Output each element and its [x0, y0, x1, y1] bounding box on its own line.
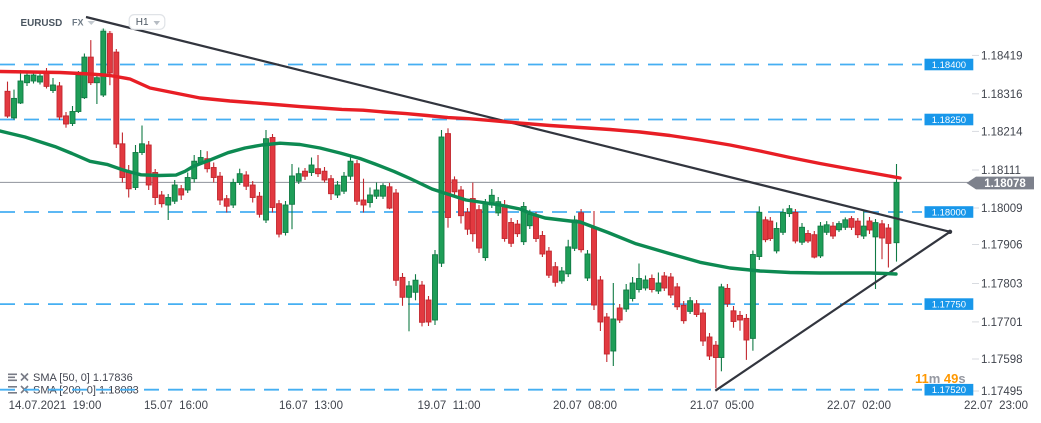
svg-text:1.17906: 1.17906 — [981, 240, 1023, 252]
svg-text:22.07 23:00: 22.07 23:00 — [964, 400, 1028, 412]
svg-text:1.18316: 1.18316 — [981, 89, 1023, 101]
svg-text:20.07 08:00: 20.07 08:00 — [553, 400, 617, 412]
svg-text:22.07 02:00: 22.07 02:00 — [827, 400, 891, 412]
svg-text:FX: FX — [72, 18, 84, 28]
svg-text:1.18400: 1.18400 — [932, 60, 966, 71]
svg-text:SMA [50, 0] 1.17836: SMA [50, 0] 1.17836 — [33, 372, 133, 384]
svg-text:1.18000: 1.18000 — [932, 207, 966, 218]
svg-text:11m 49s: 11m 49s — [915, 371, 966, 386]
svg-text:1.17520: 1.17520 — [932, 385, 966, 396]
svg-text:16.07 13:00: 16.07 13:00 — [279, 400, 343, 412]
svg-text:H1: H1 — [136, 17, 149, 28]
svg-text:1.17803: 1.17803 — [981, 279, 1023, 291]
svg-text:1.17750: 1.17750 — [932, 300, 966, 311]
svg-text:19.07 11:00: 19.07 11:00 — [417, 400, 480, 412]
svg-text:1.17495: 1.17495 — [981, 386, 1023, 398]
svg-text:1.17701: 1.17701 — [981, 317, 1023, 329]
svg-text:1.18078: 1.18078 — [984, 178, 1026, 190]
svg-text:1.18009: 1.18009 — [981, 203, 1023, 215]
svg-text:EURUSD: EURUSD — [21, 18, 63, 29]
svg-text:1.18111: 1.18111 — [981, 165, 1021, 177]
svg-text:1.18419: 1.18419 — [981, 50, 1023, 62]
svg-text:21.07 05:00: 21.07 05:00 — [690, 400, 754, 412]
svg-text:15.07 16:00: 15.07 16:00 — [144, 400, 208, 412]
svg-text:1.18214: 1.18214 — [981, 126, 1023, 138]
svg-text:1.18250: 1.18250 — [932, 115, 966, 126]
svg-text:14.07.2021 19:00: 14.07.2021 19:00 — [9, 400, 102, 412]
svg-text:1.17598: 1.17598 — [981, 354, 1023, 366]
